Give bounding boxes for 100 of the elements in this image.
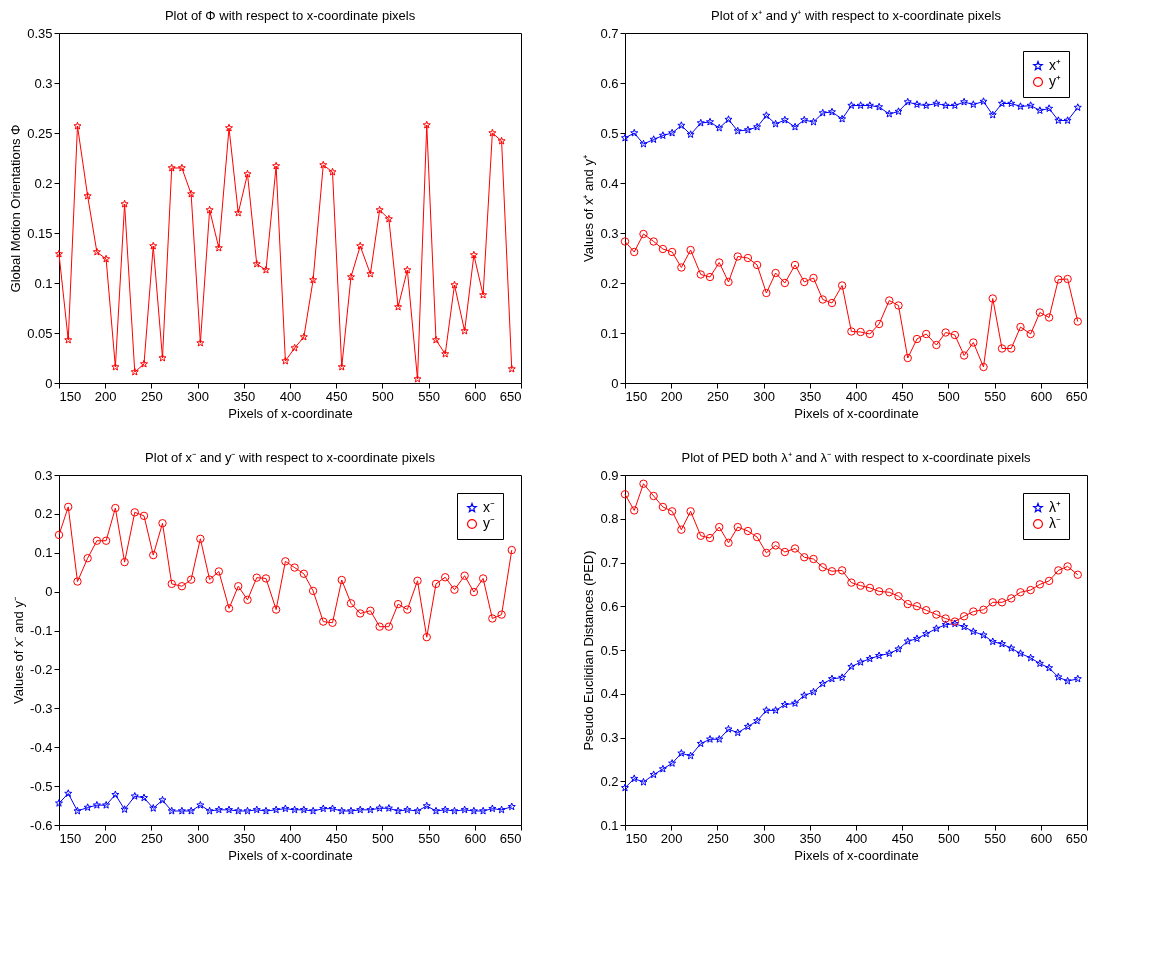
point: [234, 208, 243, 217]
point: [186, 575, 196, 584]
point: [83, 191, 92, 200]
point: [319, 804, 328, 813]
point: [743, 722, 752, 731]
y-tick-label: 0.2: [600, 275, 619, 291]
point: [677, 525, 686, 534]
point: [649, 237, 658, 246]
point: [885, 649, 894, 657]
y-tick-label: 0.6: [600, 598, 619, 614]
point: [130, 367, 139, 376]
point: [912, 100, 922, 108]
point: [837, 281, 847, 290]
point: [469, 250, 478, 259]
point: [809, 687, 818, 696]
point: [658, 244, 668, 254]
point: [1045, 104, 1054, 112]
point: [328, 167, 337, 176]
point: [1026, 653, 1035, 662]
point: [969, 607, 978, 616]
point: [686, 130, 695, 138]
point: [92, 800, 101, 809]
point: [894, 591, 903, 601]
chart-title: Plot of x⁺ and y⁺ with respect to x-coordinate pixels: [711, 8, 1002, 23]
point: [620, 133, 630, 142]
point: [743, 125, 752, 134]
point: [111, 362, 120, 371]
y-tick-label: 0.3: [600, 730, 619, 745]
x-tick-label: 600: [464, 388, 487, 404]
point: [1035, 659, 1044, 668]
point: [1007, 99, 1016, 107]
point: [800, 115, 809, 124]
point: [507, 364, 516, 373]
point: [724, 277, 733, 287]
y-axis-title: Values of x⁺ and y⁺: [581, 155, 597, 262]
point: [488, 128, 497, 137]
point: [177, 582, 187, 591]
point: [214, 243, 223, 252]
point: [450, 806, 459, 815]
point: [620, 490, 630, 499]
point: [214, 805, 223, 814]
x-tick-label: 450: [325, 830, 348, 846]
y-tick-label: 0.15: [27, 225, 53, 241]
point: [903, 637, 912, 645]
point: [658, 131, 667, 139]
point: [272, 161, 281, 170]
point: [271, 605, 281, 614]
point: [261, 574, 271, 583]
y-tick-label: 0.1: [600, 817, 619, 833]
point: [752, 260, 762, 270]
point: [299, 332, 308, 341]
point: [677, 749, 686, 757]
point: [1045, 663, 1054, 672]
x-tick-label: 550: [418, 388, 440, 404]
point: [252, 573, 261, 582]
point: [478, 574, 488, 583]
point: [1054, 672, 1063, 681]
y-axis-title: Global Motion Orientations Φ: [8, 124, 24, 293]
point: [139, 359, 149, 368]
point: [177, 163, 186, 172]
point: [243, 595, 252, 605]
point: [337, 806, 346, 815]
point: [932, 340, 941, 350]
point: [92, 247, 101, 256]
point: [243, 806, 252, 815]
point: [932, 624, 941, 633]
point: [875, 102, 884, 111]
point: [205, 205, 214, 214]
chart-title: Plot of x⁻ and y⁻ with respect to x-coordinate pixels: [145, 450, 436, 465]
point: [290, 343, 299, 352]
point: [384, 214, 393, 223]
point: [83, 554, 92, 563]
point: [1026, 585, 1035, 595]
point: [1063, 676, 1072, 685]
x-tick-label: 500: [372, 388, 394, 404]
point: [1035, 106, 1044, 114]
point: [677, 121, 686, 129]
point: [630, 774, 639, 783]
point: [649, 491, 658, 501]
point: [1044, 576, 1054, 586]
point: [969, 627, 978, 636]
point: [620, 783, 630, 792]
point: [130, 508, 139, 517]
y-tick-label: 0.4: [600, 686, 619, 702]
point: [205, 575, 214, 584]
point: [771, 706, 780, 714]
point: [299, 569, 309, 578]
point: [328, 618, 337, 627]
point: [346, 272, 356, 281]
point: [865, 583, 875, 593]
point: [92, 536, 102, 545]
point: [941, 614, 950, 623]
point: [979, 605, 988, 614]
point: [102, 800, 111, 809]
point: [1007, 594, 1016, 603]
point: [73, 806, 82, 815]
y-tick-label: 0.1: [600, 325, 619, 341]
point: [1044, 313, 1054, 322]
point: [261, 265, 270, 274]
point: [639, 777, 648, 786]
